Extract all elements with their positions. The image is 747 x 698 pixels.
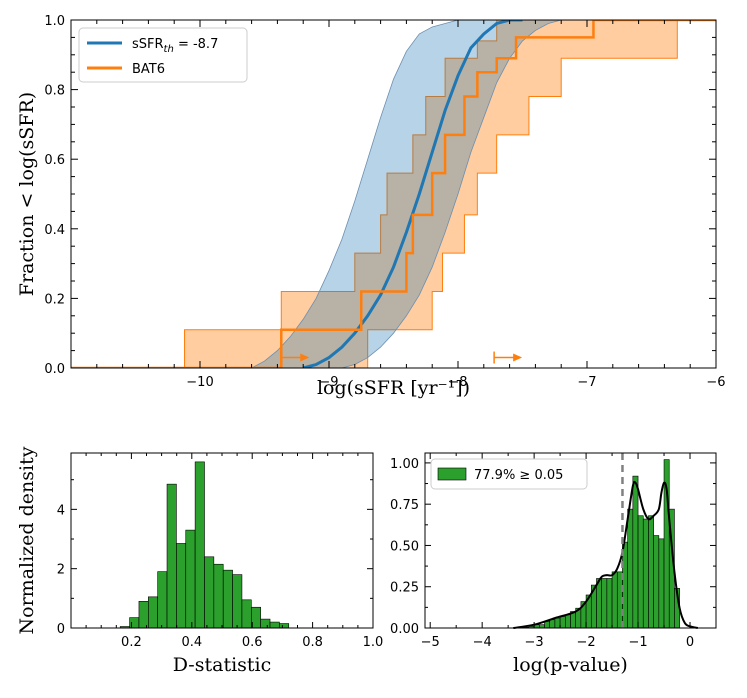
histogram-bar	[596, 578, 602, 629]
y-tick-label: 2	[57, 563, 65, 578]
upper-limit-arrow	[280, 351, 310, 364]
x-tick-label: −4	[473, 635, 492, 650]
x-tick-label: −6	[706, 375, 725, 390]
histogram-bar	[232, 574, 243, 629]
kde-curve	[513, 480, 699, 629]
x-tick-label: −2	[577, 635, 596, 650]
histogram-bar	[260, 618, 271, 629]
legend-label-model-subscript: th	[164, 44, 174, 55]
histogram-bar	[632, 475, 639, 629]
histogram-bar	[637, 515, 644, 629]
histogram-bar	[559, 616, 566, 629]
y-tick-label: 0.75	[390, 498, 419, 513]
histogram-bar	[642, 518, 649, 629]
y-tick-label: 1.00	[390, 457, 419, 472]
x-tick-label: −1	[628, 635, 647, 650]
histogram-bar	[166, 483, 177, 629]
x-tick-label: 0.6	[242, 635, 263, 650]
y-tick-label: 0.6	[44, 153, 65, 168]
y-tick-label: 1.0	[44, 14, 65, 29]
y-tick-label: 0	[57, 622, 65, 637]
x-axis-label: log(sSFR [yr⁻¹])	[317, 377, 470, 399]
histogram-bar	[138, 601, 149, 629]
histogram-bar	[222, 569, 233, 629]
legend-label-model-base: sSFR	[132, 37, 164, 52]
histogram-bar	[653, 535, 660, 629]
x-tick-label: 0	[686, 635, 694, 650]
legend-box	[430, 458, 588, 490]
histogram-bar	[627, 508, 634, 629]
y-tick-label: 0.50	[390, 539, 419, 554]
bat6-band-lower-edge	[71, 20, 716, 368]
histogram-bar	[658, 538, 665, 629]
x-tick-label: −7	[577, 375, 596, 390]
cdf-plot-area	[71, 20, 716, 368]
histogram-bar	[213, 563, 224, 629]
x-tick-label: −3	[525, 635, 544, 650]
histogram-bar	[601, 578, 608, 629]
histogram-bar	[185, 529, 196, 629]
model-median-cdf	[302, 20, 523, 368]
cdf-legend: sSFRth = -8.7 BAT6	[78, 27, 248, 83]
histogram-bar	[554, 617, 561, 629]
legend-label-bat6: BAT6	[132, 62, 165, 77]
histogram-bar	[269, 621, 280, 629]
x-tick-label: −8	[448, 375, 467, 390]
bat6-step-cdf	[71, 20, 716, 368]
x-tick-label: −9	[319, 375, 338, 390]
pvalue-axes-frame	[424, 452, 717, 629]
histogram-bar	[148, 596, 158, 629]
histogram-bar	[648, 515, 654, 629]
histogram-bar	[549, 619, 556, 629]
legend-swatch-histogram	[437, 467, 467, 481]
histogram-bar	[279, 623, 290, 629]
y-tick-label: 0.8	[44, 84, 65, 99]
histogram-bar	[176, 543, 187, 629]
histogram-bar	[606, 578, 613, 629]
legend-label-model: sSFRth = -8.7	[132, 37, 218, 55]
x-tick-label: 1.0	[363, 635, 384, 650]
upper-limit-arrowhead	[300, 353, 310, 362]
upper-limit-arrow	[493, 351, 523, 364]
histogram-bar	[157, 571, 168, 629]
x-tick-label: −5	[421, 635, 440, 650]
x-tick-label: 0.2	[121, 635, 142, 650]
upper-limit-arrowhead	[513, 353, 523, 362]
x-tick-label: −10	[186, 375, 213, 390]
x-axis-label: D-statistic	[173, 654, 272, 676]
cdf-plot: −10 −9 −8 −7 −6 0.0 0.2 0.4 0.6 0.8 1.0 log(sSFR [y…	[16, 14, 726, 399]
model-confidence-band	[251, 20, 562, 368]
y-tick-label: 0.00	[390, 622, 419, 637]
y-tick-label: 0.4	[44, 223, 65, 238]
bat6-band-upper-edge	[71, 20, 716, 368]
d-statistic-histogram: 0.2 0.4 0.6 0.8 1.0 0 2 4 D-statistic Normalized …	[16, 446, 383, 676]
y-tick-label: 0.0	[44, 362, 65, 377]
legend-label-fraction: 77.9% ≥ 0.05	[474, 468, 563, 483]
histogram-bar	[241, 599, 252, 629]
pvalue-legend: 77.9% ≥ 0.05	[430, 458, 588, 490]
histogram-bar	[565, 614, 571, 629]
legend-label-model-value: = -8.7	[174, 37, 219, 52]
histogram-bar	[194, 461, 205, 629]
x-tick-label: 0.4	[181, 635, 202, 650]
x-axis-label: log(p-value)	[513, 654, 628, 676]
bat6-confidence-band	[71, 20, 716, 368]
y-axis-label: Fraction < log(sSFR)	[16, 92, 38, 296]
histogram-bar	[611, 571, 618, 629]
y-tick-label: 4	[57, 503, 65, 518]
p-value-histogram: −5 −4 −3 −2 −1 0 0.00 0.25 0.50 0.75 1.00 log(p-val…	[390, 452, 717, 676]
y-tick-label: 0.25	[390, 581, 419, 596]
x-tick-label: 0.8	[302, 635, 323, 650]
histogram-bar	[544, 621, 551, 629]
y-tick-label: 0.2	[44, 292, 65, 307]
histogram-bar	[204, 556, 215, 629]
y-axis-label: Normalized density	[16, 446, 38, 634]
